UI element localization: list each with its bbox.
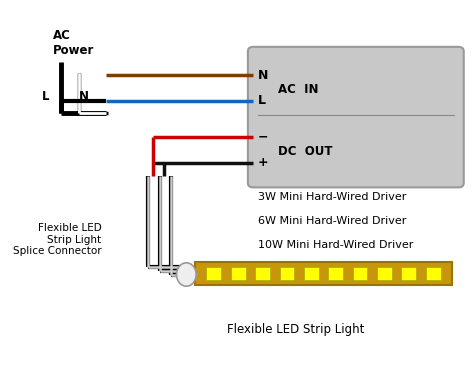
Text: 6W Mini Hard-Wired Driver: 6W Mini Hard-Wired Driver bbox=[258, 216, 406, 226]
Text: +: + bbox=[258, 156, 268, 169]
Bar bbox=[304, 267, 319, 280]
Text: Flexible LED
Strip Light
Splice Connector: Flexible LED Strip Light Splice Connecto… bbox=[13, 223, 101, 256]
FancyBboxPatch shape bbox=[248, 47, 464, 187]
Text: AC  IN: AC IN bbox=[278, 83, 318, 96]
Bar bbox=[426, 267, 440, 280]
Bar bbox=[328, 267, 343, 280]
Text: N: N bbox=[258, 68, 268, 82]
Text: DC  OUT: DC OUT bbox=[278, 145, 332, 158]
Bar bbox=[255, 267, 270, 280]
Text: N: N bbox=[79, 90, 89, 104]
Text: AC
Power: AC Power bbox=[53, 29, 94, 57]
Ellipse shape bbox=[176, 263, 196, 286]
Bar bbox=[206, 267, 221, 280]
Text: 10W Mini Hard-Wired Driver: 10W Mini Hard-Wired Driver bbox=[258, 240, 413, 250]
Text: L: L bbox=[258, 94, 266, 107]
Bar bbox=[195, 262, 452, 285]
Text: −: − bbox=[258, 131, 268, 144]
Text: Flexible LED Strip Light: Flexible LED Strip Light bbox=[227, 323, 365, 336]
Bar bbox=[231, 267, 246, 280]
Bar bbox=[377, 267, 392, 280]
Bar bbox=[280, 267, 294, 280]
Bar bbox=[401, 267, 416, 280]
Bar bbox=[353, 267, 367, 280]
Text: L: L bbox=[42, 90, 50, 104]
Text: 3W Mini Hard-Wired Driver: 3W Mini Hard-Wired Driver bbox=[258, 192, 406, 202]
